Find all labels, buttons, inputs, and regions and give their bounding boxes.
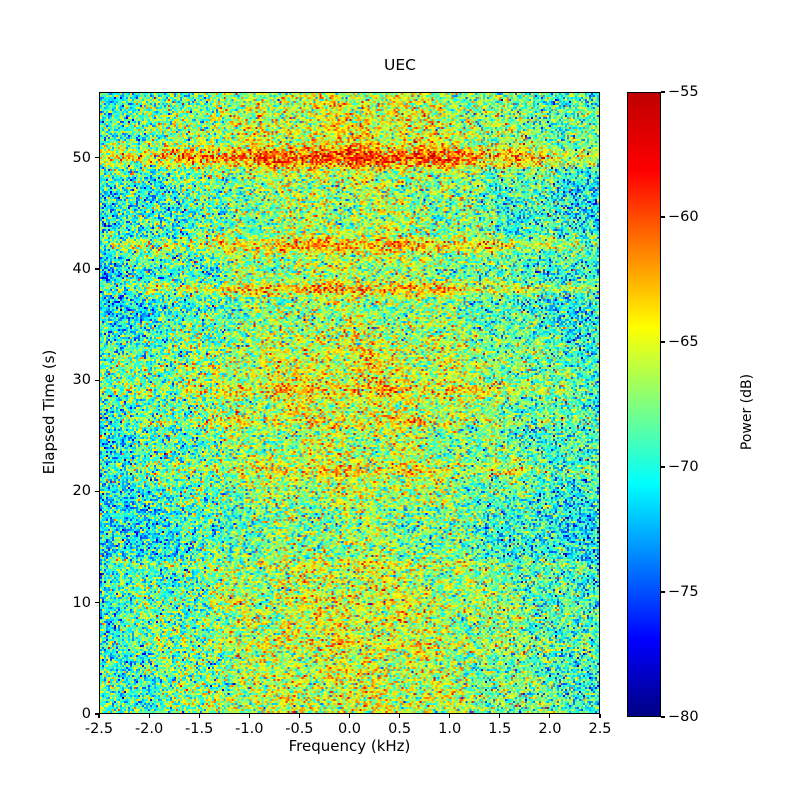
colorbar-tick-label: −80: [668, 709, 699, 725]
y-axis-label: Elapsed Time (s): [40, 349, 58, 475]
colorbar-tick-label: −65: [668, 334, 699, 350]
y-tick-label: 50: [72, 149, 91, 166]
y-tick-label: 10: [72, 594, 91, 611]
x-tick-label: 1.5: [488, 721, 512, 737]
x-tick-label: 1.0: [438, 721, 462, 737]
colorbar-tick-mark: [661, 91, 665, 93]
x-tick-label: -2.5: [84, 721, 114, 737]
x-tick-mark: [348, 714, 351, 718]
colorbar-tick-label: −60: [668, 209, 699, 225]
y-tick-mark: [95, 157, 99, 159]
colorbar-tick-label: −55: [668, 84, 699, 100]
colorbar-tick-mark: [661, 591, 665, 593]
y-tick-label: 40: [72, 260, 91, 277]
y-tick-mark: [95, 602, 99, 604]
colorbar-tick-label: −75: [668, 584, 699, 600]
y-tick-label: 0: [81, 706, 91, 722]
y-tick-mark: [95, 490, 99, 493]
x-tick-mark: [148, 714, 150, 718]
x-tick-mark: [399, 714, 401, 718]
colorbar-tick-mark: [661, 216, 665, 218]
x-tick-mark: [599, 714, 601, 718]
colorbar-tick-mark: [661, 341, 665, 343]
colorbar-gradient: [628, 93, 660, 716]
y-tick-mark: [95, 379, 99, 381]
x-tick-mark: [248, 714, 250, 718]
y-tick-mark: [95, 268, 99, 270]
x-tick-mark: [449, 714, 451, 718]
colorbar-tick-label: −70: [668, 459, 699, 475]
x-tick-label: 2.0: [538, 721, 562, 737]
x-tick-label: -1.5: [185, 721, 214, 737]
colorbar-label: Power (dB): [739, 373, 755, 451]
x-tick-label: 0.0: [337, 721, 362, 737]
x-tick-mark: [98, 714, 100, 718]
x-tick-label: -0.5: [285, 721, 314, 737]
spectrogram-image: [100, 93, 599, 713]
colorbar-tick-mark: [661, 466, 665, 468]
title-line-station: UEC: [384, 56, 416, 74]
colorbar: [627, 92, 661, 717]
x-tick-mark: [549, 714, 551, 718]
x-tick-label: 0.5: [388, 721, 412, 737]
x-tick-mark: [198, 714, 200, 718]
y-tick-label: 30: [72, 372, 91, 389]
y-tick-label: 20: [72, 483, 91, 500]
x-tick-label: -1.0: [235, 721, 264, 737]
x-tick-mark: [298, 714, 300, 718]
x-tick-label: -2.0: [134, 721, 164, 737]
colorbar-tick-mark: [661, 716, 665, 718]
x-tick-label: 2.5: [588, 721, 612, 737]
spectrogram-plot-area: [99, 92, 600, 714]
y-tick-mark: [95, 713, 99, 715]
x-axis-label: Frequency (kHz): [288, 737, 411, 755]
x-tick-mark: [499, 714, 501, 718]
